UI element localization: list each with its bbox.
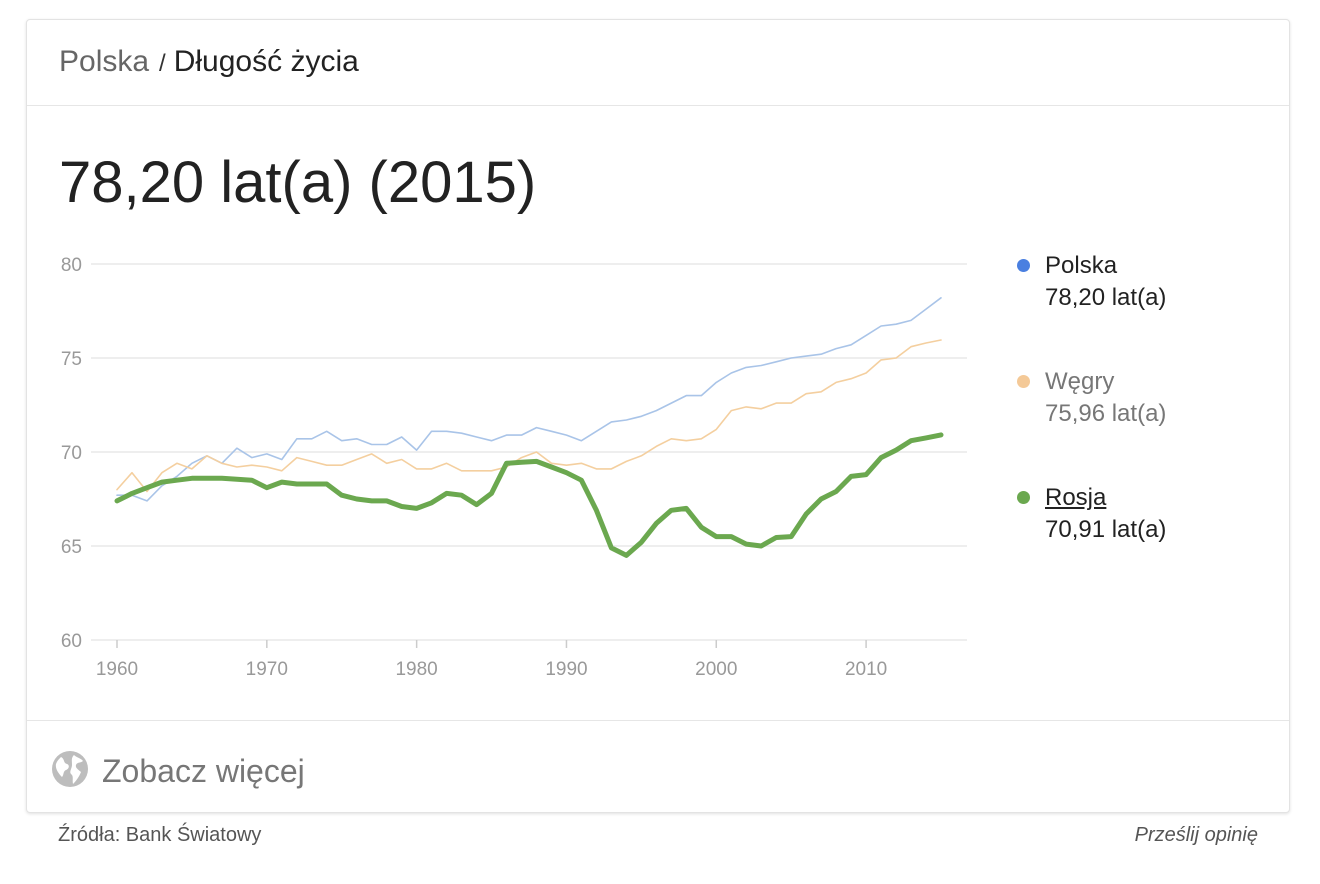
y-tick-label-80: 80 [61,255,82,276]
breadcrumb: Polska / Długość życia [59,44,359,82]
see-more-bar[interactable]: Zobacz więcej [27,720,1289,815]
see-more-link[interactable]: Zobacz więcej [102,753,305,789]
legend-name-polska: Polska [1045,252,1118,279]
feedback-link[interactable]: Prześlij opinię [1134,824,1258,846]
breadcrumb-parent-link[interactable]: Polska [59,45,150,78]
legend-name-rosja[interactable]: Rosja [1045,484,1107,511]
x-tick-label-1960: 1960 [96,659,138,680]
knowledge-card: Polska / Długość życia 78,20 lat(a) (2015)… [26,19,1290,813]
legend-dot-polska [1017,259,1030,272]
y-tick-label-75: 75 [61,349,82,370]
legend-value-polska: 78,20 lat(a) [1045,284,1167,311]
series-line-1 [116,297,942,502]
x-tick-label-2010: 2010 [845,659,887,680]
breadcrumb-current: Długość życia [173,45,359,78]
x-tick-label-2000: 2000 [695,659,737,680]
x-tick-label-1980: 1980 [395,659,437,680]
breadcrumb-separator: / [159,50,166,77]
y-tick-label-65: 65 [61,537,82,558]
card-header: Polska / Długość życia [27,20,1289,106]
legend-dot-wegry [1017,375,1030,388]
x-tick-label-1990: 1990 [545,659,587,680]
source-text: Źródła: Bank Światowy [58,824,262,846]
x-tick-label-1970: 1970 [246,659,288,680]
series-line-2 [116,339,942,493]
legend-value-wegry: 75,96 lat(a) [1045,400,1167,427]
headline-value: 78,20 lat(a) (2015) [59,150,537,215]
y-tick-label-60: 60 [61,631,82,652]
legend-dot-rosja [1017,491,1030,504]
legend-value-rosja: 70,91 lat(a) [1045,516,1167,543]
series-line-3 [114,432,944,558]
globe-icon [52,751,88,787]
life-expectancy-chart: 60 65 70 75 80 1960 1970 1980 1990 2000 2010 [61,255,967,680]
legend-name-wegry: Węgry [1045,368,1115,395]
y-tick-label-70: 70 [61,443,82,464]
